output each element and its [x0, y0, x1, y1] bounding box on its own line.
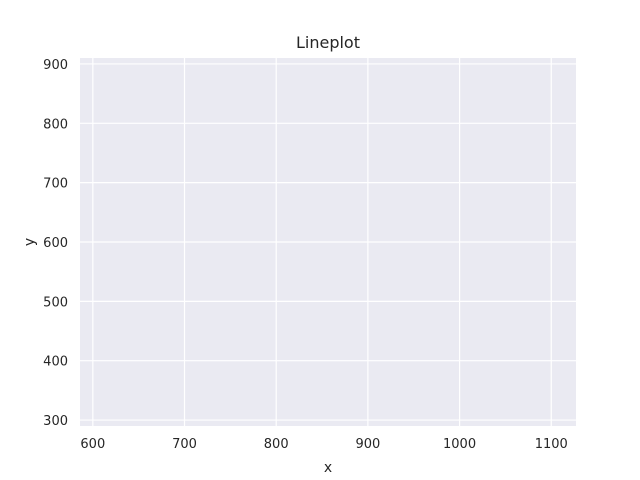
y-tick-label: 500 [43, 295, 68, 310]
x-tick-label: 700 [172, 437, 197, 452]
x-tick-label: 900 [355, 437, 380, 452]
y-tick-label: 800 [43, 117, 68, 132]
y-axis-ticks: 300 400 500 600 700 800 900 [43, 58, 68, 429]
x-tick-label: 800 [264, 437, 289, 452]
x-tick-label: 1000 [443, 437, 476, 452]
y-tick-label: 400 [43, 355, 68, 370]
grid-lines [80, 58, 576, 426]
y-tick-label: 600 [43, 236, 68, 251]
x-tick-label: 600 [80, 437, 105, 452]
y-axis-label: y [22, 238, 38, 246]
y-tick-label: 900 [43, 58, 68, 73]
x-tick-label: 1100 [535, 437, 568, 452]
y-tick-label: 300 [43, 414, 68, 429]
x-axis-label: x [324, 460, 332, 476]
x-axis-ticks: 600 700 800 900 1000 1100 [80, 437, 567, 452]
y-tick-label: 700 [43, 177, 68, 192]
chart-title: Lineplot [296, 33, 360, 52]
